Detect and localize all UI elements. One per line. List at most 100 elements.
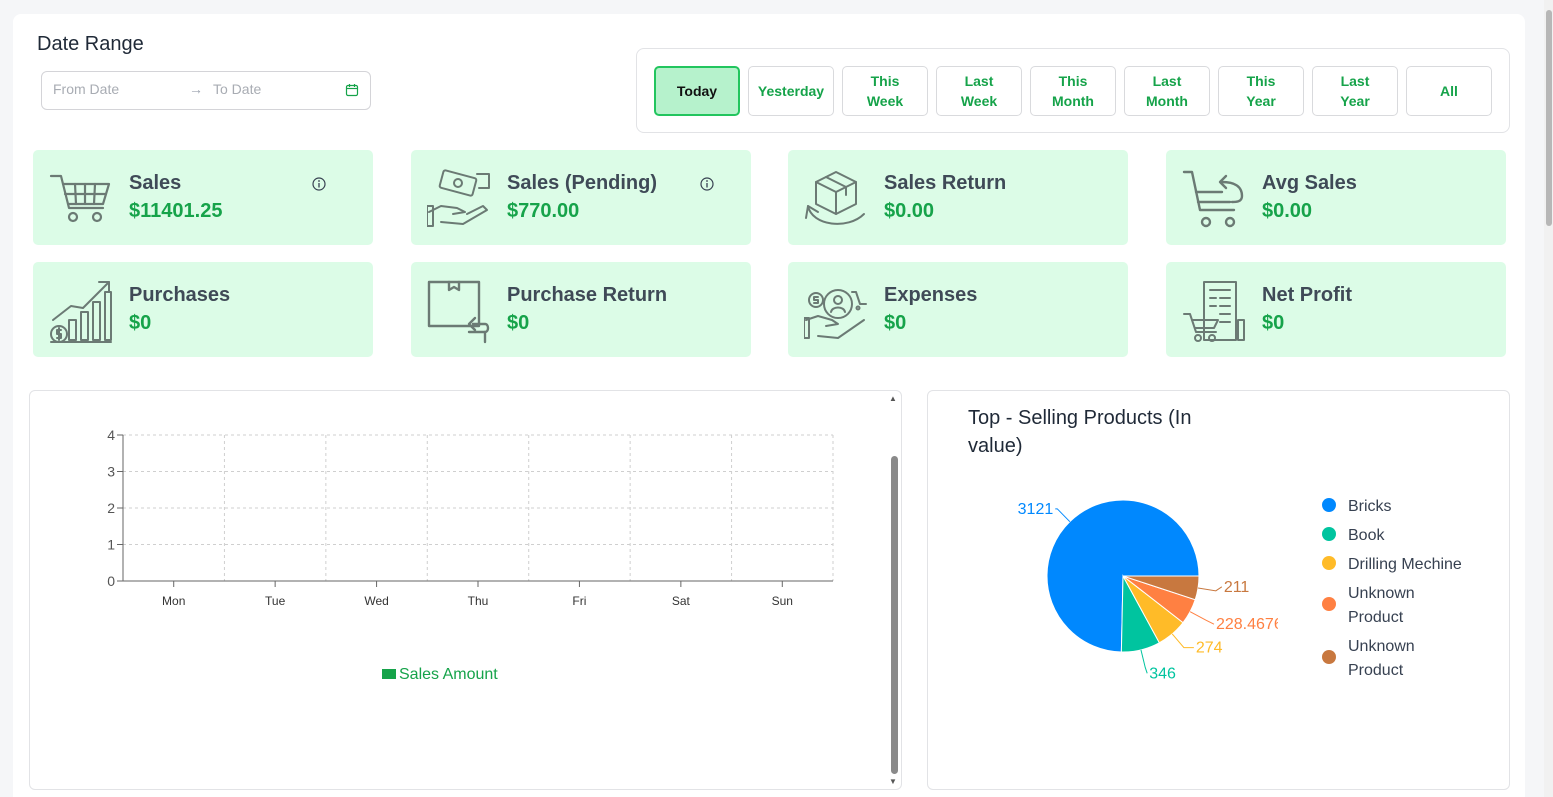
y-tick-label: 3 — [107, 464, 115, 480]
pie-value-label: 274 — [1196, 640, 1223, 657]
legend-label: Unknown Product — [1348, 638, 1415, 679]
sales-value: $11401.25 — [129, 200, 223, 222]
legend-item: Book — [1322, 524, 1488, 548]
shopping-cart-icon — [49, 174, 111, 223]
receipt-cart-icon — [1183, 281, 1245, 342]
net-profit-label: Net Profit — [1262, 284, 1352, 306]
sales-card[interactable]: Sales $11401.25 — [33, 150, 373, 245]
expenses-value: $0 — [884, 312, 907, 334]
y-tick-label: 2 — [107, 500, 115, 516]
purchase-return-value: $0 — [507, 312, 530, 334]
sales-return-label: Sales Return — [884, 172, 1007, 194]
sales-pending-card[interactable]: Sales (Pending) $770.00 — [411, 150, 751, 245]
legend-label[interactable]: Sales Amount — [399, 666, 498, 683]
x-tick-label: Fri — [572, 594, 586, 608]
legend-label: Bricks — [1348, 498, 1392, 515]
legend-label: Book — [1348, 527, 1385, 544]
purchases-label: Purchases — [129, 284, 231, 306]
sales-label: Sales — [129, 172, 182, 194]
window-scroll-thumb[interactable] — [1546, 10, 1552, 226]
y-tick-label: 1 — [107, 537, 115, 553]
scroll-up-icon[interactable]: ▲ — [889, 394, 897, 403]
this-year-button[interactable]: This Year — [1218, 66, 1304, 116]
legend-item: Unknown Product — [1322, 635, 1448, 683]
purchases-card[interactable]: Purchases $0 — [33, 262, 373, 357]
expenses-label: Expenses — [884, 284, 978, 306]
legend-dot — [1322, 650, 1336, 664]
last-month-button[interactable]: Last Month — [1124, 66, 1210, 116]
this-month-button[interactable]: This Month — [1030, 66, 1116, 116]
pie-value-label: 3121 — [1018, 501, 1054, 518]
x-tick-label: Thu — [468, 594, 489, 608]
top-products-panel — [927, 390, 1510, 790]
box-return-icon — [805, 171, 865, 225]
purchase-return-card[interactable]: Purchase Return $0 — [411, 262, 751, 357]
expenses-card[interactable]: Expenses $0 — [788, 262, 1128, 357]
sales-chart-panel — [29, 390, 902, 790]
cash-hand-icon — [427, 169, 490, 227]
top-products-pie-chart: 3121 346 274 228.4676 211 — [1018, 499, 1278, 682]
x-tick-label: Mon — [162, 594, 185, 608]
today-button[interactable]: Today — [654, 66, 740, 116]
pie-value-label: 211 — [1224, 579, 1250, 596]
calendar-icon[interactable] — [345, 83, 359, 97]
date-range-title: Date Range — [37, 33, 144, 55]
window-scrollbar[interactable] — [1544, 0, 1553, 797]
y-tick-label: 0 — [107, 573, 115, 589]
pie-label-line — [1171, 633, 1194, 649]
sales-return-card[interactable]: Sales Return $0.00 — [788, 150, 1128, 245]
date-range-picker[interactable]: → — [41, 71, 371, 110]
avg-sales-label: Avg Sales — [1262, 172, 1357, 194]
to-date-input[interactable] — [213, 81, 333, 97]
pie-label-line — [1140, 649, 1148, 674]
legend-dot — [1322, 527, 1336, 541]
last-week-button[interactable]: Last Week — [936, 66, 1022, 116]
this-week-button[interactable]: This Week — [842, 66, 928, 116]
from-date-input[interactable] — [53, 81, 173, 97]
pie-value-label: 346 — [1149, 665, 1176, 682]
legend-item: Bricks — [1322, 495, 1488, 519]
pie-slice[interactable] — [1122, 575, 1200, 601]
range-arrow-icon: → — [189, 81, 203, 97]
pie-chart-title: Top - Selling Products (In value) — [968, 407, 1192, 457]
growth-chart-icon — [50, 281, 112, 343]
x-tick-label: Sun — [772, 594, 793, 608]
avg-sales-card[interactable]: Avg Sales $0.00 — [1166, 150, 1506, 245]
legend-item: Drilling Mechine — [1322, 553, 1488, 577]
x-tick-label: Tue — [265, 594, 286, 608]
avg-sales-value: $0.00 — [1262, 200, 1313, 222]
range-button-group: Today Yesterday This Week Last Week This… — [636, 48, 1510, 133]
pie-label-line — [1055, 508, 1071, 523]
x-tick-label: Wed — [364, 594, 388, 608]
legend-label: Unknown Product — [1348, 585, 1415, 626]
net-profit-value: $0 — [1262, 312, 1285, 334]
y-tick-label: 4 — [107, 427, 115, 443]
pie-value-label: 228.4676 — [1216, 616, 1278, 633]
yesterday-button[interactable]: Yesterday — [748, 66, 834, 116]
legend-label: Drilling Mechine — [1348, 556, 1462, 573]
scroll-down-icon[interactable]: ▼ — [889, 777, 897, 786]
all-button[interactable]: All — [1406, 66, 1492, 116]
expenses-icon — [804, 289, 867, 339]
net-profit-card[interactable]: Net Profit $0 — [1166, 262, 1506, 357]
weekly-sales-bar-chart: 0 1 2 3 4 Mon Tue Wed Thu Fri Sat Sun Sales Amount — [107, 427, 834, 683]
pie-label-line — [1197, 586, 1223, 592]
sales-pending-label: Sales (Pending) — [507, 172, 658, 194]
x-tick-label: Sat — [672, 594, 691, 608]
info-icon[interactable] — [312, 177, 326, 191]
panel-scroll-thumb[interactable] — [891, 456, 898, 774]
legend-dot — [1322, 556, 1336, 570]
package-return-icon — [427, 280, 490, 344]
pie-label-line — [1189, 611, 1215, 625]
sales-return-value: $0.00 — [884, 200, 935, 222]
legend-dot — [1322, 498, 1336, 512]
cart-return-icon — [1182, 170, 1244, 228]
legend-item: Unknown Product — [1322, 582, 1448, 630]
last-year-button[interactable]: Last Year — [1312, 66, 1398, 116]
legend-swatch — [382, 669, 396, 679]
legend-dot — [1322, 597, 1336, 611]
sales-pending-value: $770.00 — [507, 200, 580, 222]
info-icon[interactable] — [700, 177, 714, 191]
purchases-value: $0 — [129, 312, 152, 334]
purchase-return-label: Purchase Return — [507, 284, 668, 306]
